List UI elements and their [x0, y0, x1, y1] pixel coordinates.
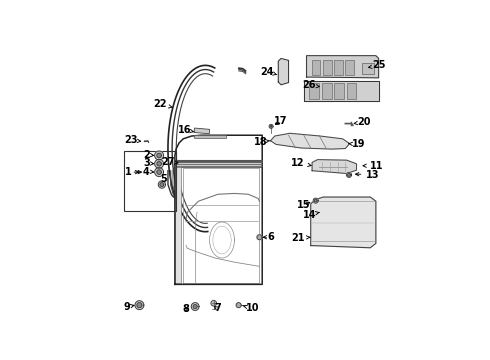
- Polygon shape: [307, 56, 379, 78]
- Text: 21: 21: [291, 233, 310, 243]
- Text: 23: 23: [124, 135, 141, 145]
- Bar: [195, 135, 226, 138]
- Polygon shape: [155, 159, 164, 168]
- Text: 1: 1: [124, 167, 139, 177]
- Polygon shape: [155, 168, 164, 176]
- Polygon shape: [312, 159, 356, 174]
- Bar: [334, 59, 343, 75]
- Polygon shape: [304, 81, 379, 102]
- Polygon shape: [155, 151, 164, 160]
- Text: 6: 6: [263, 232, 274, 242]
- Text: 11: 11: [363, 161, 383, 171]
- Polygon shape: [270, 133, 349, 149]
- Bar: [323, 59, 332, 75]
- Text: 18: 18: [253, 136, 270, 147]
- Polygon shape: [346, 172, 351, 177]
- Polygon shape: [257, 235, 262, 240]
- Text: 14: 14: [303, 210, 319, 220]
- Text: 10: 10: [243, 303, 259, 314]
- Text: 24: 24: [261, 67, 277, 77]
- Polygon shape: [269, 125, 273, 128]
- Polygon shape: [157, 162, 161, 166]
- Bar: [334, 83, 344, 99]
- Bar: [194, 128, 210, 134]
- Bar: [347, 83, 356, 99]
- Polygon shape: [211, 301, 217, 306]
- Text: 9: 9: [123, 302, 134, 312]
- Polygon shape: [137, 303, 142, 308]
- Text: 26: 26: [303, 80, 319, 90]
- Bar: [322, 83, 332, 99]
- Text: 17: 17: [274, 116, 288, 126]
- Text: 15: 15: [297, 201, 311, 210]
- Bar: [312, 59, 320, 75]
- Text: 8: 8: [183, 304, 190, 314]
- Text: 5: 5: [161, 174, 168, 184]
- Bar: [345, 59, 354, 75]
- Polygon shape: [135, 301, 144, 310]
- Polygon shape: [160, 183, 164, 186]
- Bar: [309, 83, 319, 99]
- Bar: [123, 151, 176, 211]
- Text: 3: 3: [143, 158, 154, 168]
- Bar: [362, 63, 374, 74]
- Polygon shape: [270, 126, 272, 127]
- Bar: [175, 167, 181, 283]
- Polygon shape: [158, 181, 166, 188]
- Polygon shape: [278, 58, 289, 85]
- Text: 4: 4: [143, 167, 154, 176]
- Text: 2: 2: [143, 150, 154, 160]
- Polygon shape: [236, 303, 241, 308]
- Polygon shape: [157, 153, 161, 158]
- Text: 12: 12: [291, 158, 311, 168]
- Text: 7: 7: [214, 303, 220, 314]
- Bar: [175, 162, 262, 167]
- Polygon shape: [347, 174, 350, 176]
- Text: 25: 25: [368, 60, 386, 70]
- Text: 27: 27: [161, 157, 178, 167]
- Polygon shape: [314, 199, 317, 202]
- Text: 13: 13: [356, 170, 380, 180]
- Polygon shape: [191, 303, 199, 310]
- Polygon shape: [313, 198, 318, 203]
- Polygon shape: [311, 197, 376, 248]
- Text: 16: 16: [178, 125, 194, 135]
- Polygon shape: [157, 170, 161, 174]
- Polygon shape: [193, 305, 197, 309]
- Text: 22: 22: [153, 99, 172, 109]
- Text: 19: 19: [349, 139, 366, 149]
- Text: 20: 20: [354, 117, 371, 127]
